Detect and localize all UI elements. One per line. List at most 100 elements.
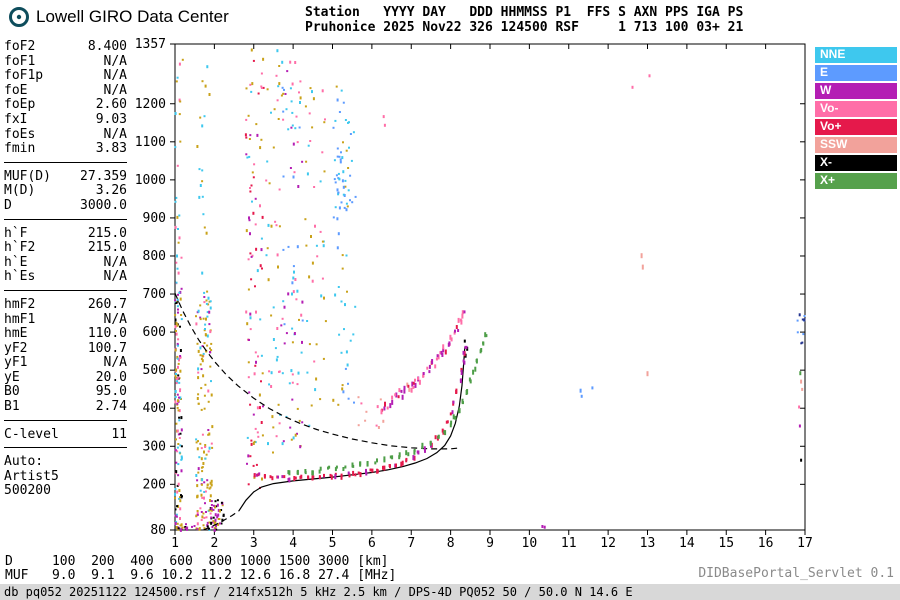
echo-dot (304, 105, 307, 108)
echo-dot (474, 366, 477, 372)
echo-dot (185, 523, 187, 526)
echo-dot (352, 131, 355, 134)
echo-dot (201, 271, 204, 275)
echo-dot (397, 395, 400, 399)
echo-dot (337, 177, 340, 180)
echo-dot (336, 246, 339, 250)
echo-dot (299, 80, 302, 83)
echo-dot (412, 381, 415, 385)
echo-dot (196, 522, 199, 526)
station-header: Station YYYY DAY DDD HHMMSS P1 FFS S AXN… (305, 5, 743, 35)
echo-dot (485, 334, 488, 338)
echo-dot (259, 204, 261, 208)
echo-dot (335, 85, 338, 88)
echo-dot (342, 390, 345, 394)
echo-dot (212, 508, 215, 511)
echo-dot (175, 470, 178, 474)
echo-dot (177, 376, 180, 379)
echo-dot (177, 443, 180, 445)
status-bar: db pq052 20251122 124500.rsf / 214fx512h… (0, 584, 900, 600)
echo-dot (342, 141, 344, 144)
echo-dot (319, 180, 322, 183)
echo-dot (176, 267, 179, 270)
echo-dot (462, 350, 465, 355)
echo-dot (209, 306, 212, 310)
echo-dot (175, 368, 178, 372)
echo-dot (315, 343, 318, 346)
echo-dot (282, 440, 285, 443)
echo-dot (360, 402, 363, 405)
echo-dot (276, 327, 279, 330)
echo-dot (265, 179, 268, 182)
echo-dot (177, 228, 179, 230)
echo-dot (342, 185, 345, 189)
echo-dot (341, 156, 344, 160)
echo-dot (176, 380, 179, 384)
echo-dot (342, 193, 345, 196)
echo-dot (195, 515, 198, 518)
echo-dot (337, 172, 340, 175)
echo-dot (222, 513, 225, 517)
echo-dot (306, 371, 309, 374)
echo-dot (287, 470, 290, 475)
echo-dot (294, 433, 297, 437)
separator (4, 447, 127, 449)
echo-dot (306, 320, 309, 322)
echo-dot (340, 89, 343, 92)
echo-dot (327, 466, 329, 470)
echo-dot (344, 367, 347, 370)
echo-dot (205, 302, 208, 305)
echo-dot (176, 215, 179, 219)
echo-dot (179, 499, 182, 503)
echo-dot (291, 82, 294, 86)
echo-dot (315, 377, 318, 381)
echo-dot (292, 436, 295, 440)
echo-dot (389, 464, 391, 469)
echo-dot (198, 195, 201, 199)
echo-dot (174, 488, 177, 490)
echo-dot (205, 516, 208, 519)
param-value: 2.60 (95, 97, 127, 113)
echo-dot (178, 214, 181, 217)
echo-dot (196, 484, 199, 488)
legend-item-X-: X- (815, 155, 897, 171)
echo-dot (259, 406, 261, 410)
echo-dot (289, 426, 292, 429)
echo-dot (258, 472, 261, 476)
echo-dot (347, 397, 350, 400)
echo-dot (252, 176, 255, 179)
echo-dot (291, 398, 294, 401)
echo-dot (203, 407, 206, 410)
y-tick-label: 1357 (135, 37, 166, 52)
echo-dot (256, 473, 258, 477)
param-row-h`E: h`E N/A (4, 255, 127, 271)
echo-dot (176, 355, 179, 359)
echo-dot (260, 421, 263, 424)
param-value: 95.0 (95, 384, 127, 400)
echo-dot (245, 153, 248, 156)
y-tick-label: 900 (143, 211, 166, 226)
echo-dot (204, 457, 207, 460)
parameter-panel: foF2 8.400 foF1 N/A foF1p N/A foE N/A foEp 2.60 fx… (4, 39, 127, 499)
echo-mark (579, 388, 582, 393)
echo-dot (429, 441, 432, 445)
echo-dot (281, 442, 284, 446)
echo-dot (270, 111, 272, 114)
echo-dot (344, 119, 347, 121)
echo-dot (202, 512, 205, 515)
echo-dot (220, 509, 223, 511)
echo-dot (405, 450, 408, 456)
echo-dot (277, 475, 279, 479)
echo-dot (253, 475, 256, 479)
echo-dot (291, 111, 294, 114)
param-label: fxI (4, 111, 28, 127)
echo-dot (208, 521, 211, 524)
echo-dot (337, 192, 340, 196)
echo-dot (216, 503, 219, 507)
param-row-foF1p: foF1p N/A (4, 69, 127, 84)
echo-dot (255, 310, 257, 314)
echo-dot (201, 80, 204, 83)
echo-dot (195, 441, 198, 444)
x-tick-label: 9 (486, 536, 494, 551)
echo-mark (276, 49, 279, 53)
